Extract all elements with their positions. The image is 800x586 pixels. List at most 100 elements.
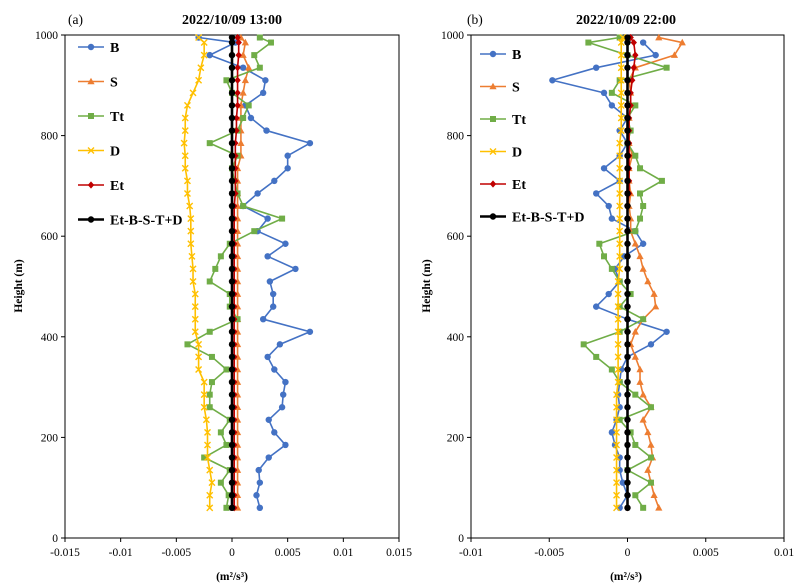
- panel-a-series-d-point: [191, 303, 199, 311]
- panel-a-series-d-point: [200, 403, 208, 411]
- panel-a-series-b-point: [276, 341, 284, 348]
- panel-b-series-d-point: [614, 378, 622, 386]
- panel-b-series-d-point: [619, 34, 627, 42]
- panel-a: (a) 2022/10/09 13:00 Height (m) (m²/s³) …: [13, 12, 412, 583]
- panel-a-series-et-point: [232, 139, 239, 147]
- panel-a-series-tt-point: [267, 39, 274, 46]
- panel-a-series-b-point: [265, 454, 272, 461]
- panel-b-series-b-point: [639, 39, 647, 46]
- panel-b-series-et-b-s-t-d-point: [624, 328, 631, 335]
- panel-a-series-et-b-s-t-d-point: [228, 152, 236, 159]
- panel-b-series-s-point: [639, 415, 647, 423]
- panel-a-series-d-point: [183, 101, 191, 109]
- panel-b-series-d-point: [613, 479, 621, 487]
- panel-b-series-tt-point: [637, 215, 644, 222]
- panel-a-legend-s-label: S: [110, 76, 118, 91]
- panel-b-series-tt-point: [596, 240, 603, 247]
- panel-b-series-et-b-s-t-d-point: [624, 152, 631, 159]
- panel-b-series-tt-point: [632, 228, 639, 235]
- panel-a-series-b-point: [259, 315, 267, 323]
- panel-a-series-tt-point: [206, 404, 213, 411]
- panel-a-series-et-point: [232, 189, 239, 198]
- panel-b-y-tick-label: 400: [447, 332, 465, 344]
- panel-a-series-b-point: [266, 278, 274, 285]
- panel-b-series-tt-point: [640, 316, 647, 323]
- panel-a-series-et-b-s-t-d-point: [228, 89, 236, 97]
- panel-a-series-et-b-s-t-d-point: [228, 278, 236, 285]
- panel-a-x-axis-label: (m²/s³): [216, 571, 248, 583]
- panel-b-y-tick-label: 600: [447, 231, 465, 243]
- panel-a-series-b-point: [282, 378, 289, 386]
- panel-b-series-et-point: [630, 38, 637, 47]
- panel-b-series-et-b-s-t-d-point: [624, 441, 631, 449]
- panel-a-series-b-point: [271, 366, 278, 373]
- panel-a-series-tt-point: [256, 64, 263, 71]
- panel-a-legend-tt-marker: [88, 113, 94, 119]
- panel-a-series-tt-point: [251, 52, 258, 59]
- panel-a-series-d-point: [181, 152, 189, 160]
- panel-b-series-d-point: [613, 491, 621, 499]
- panel-b-series-et-b-s-t-d-point: [624, 77, 631, 84]
- panel-b-series-et-b-s-t-d-point: [624, 114, 631, 122]
- panel-b-series-tt-point: [632, 152, 639, 159]
- panel-b-series-d-point: [617, 51, 625, 59]
- panel-a-series-d-point: [187, 215, 195, 223]
- panel-b-series-et-b-s-t-d-point: [624, 64, 631, 71]
- panel-a-series-et-b-s-t-d-point: [228, 253, 236, 260]
- panel-a-series-tt-point: [206, 278, 213, 285]
- panel-b-series-et-b-s-t-d-point: [624, 341, 631, 348]
- panel-b-series-s-point: [655, 33, 663, 41]
- panel-b-series-d-point: [617, 89, 625, 97]
- panel-a-series-b-point: [278, 404, 286, 411]
- panel-a-series-d-point: [204, 441, 212, 449]
- panel-a-series-tt-point: [201, 454, 208, 461]
- panel-b-series-b-point: [600, 89, 608, 97]
- panel-b-series-et-b-s-t-d-point: [624, 353, 631, 361]
- panel-b-series-tt-point: [647, 454, 654, 461]
- panel-a-series-d-point: [200, 39, 208, 47]
- panel-a-series-et-b-s-t-d-point: [228, 177, 236, 185]
- panel-b-series-d-point: [616, 265, 624, 273]
- panel-b-series-s-point: [636, 365, 644, 373]
- panel-a-legend-d-label: D: [110, 145, 120, 160]
- panel-b-series-s-point: [631, 353, 639, 360]
- panel-b-series-s-point: [644, 428, 652, 436]
- panel-a-series-et-b-s-t-d-point: [228, 466, 236, 474]
- panel-b-series-s-point: [636, 252, 644, 260]
- panel-a-series-et-point: [232, 164, 239, 172]
- panel-b-series-d-point: [616, 252, 624, 260]
- panel-a-series-et-point: [234, 64, 241, 72]
- panel-a-series-et-b-s-t-d-point: [228, 429, 236, 436]
- panel-b-series-et-b-s-t-d-point: [624, 492, 631, 499]
- panel-a-series-et-b-s-t-d-point: [228, 240, 236, 247]
- panel-b-series-b-point: [605, 202, 612, 210]
- panel-b-series-b-point: [608, 215, 616, 222]
- panel-a-series-d-point: [195, 76, 203, 84]
- panel-a-x-tick-label: 0.01: [333, 547, 353, 559]
- panel-a-series-b-point: [262, 77, 269, 84]
- panel-b-series-d-point: [613, 504, 621, 512]
- panel-a-series-b-point: [256, 479, 264, 486]
- panel-b-series-d-point: [617, 39, 625, 47]
- panel-a-series-b-point: [269, 290, 277, 298]
- panel-b-series-s-point: [655, 504, 663, 511]
- panel-a-series-d-point: [189, 277, 197, 285]
- panel-b-x-tick-label: 0.005: [693, 547, 719, 559]
- panel-b-series-d-point: [613, 466, 621, 474]
- panel-a-series-tt-point: [251, 228, 258, 235]
- panel-b-series-b-point: [549, 77, 556, 84]
- panel-a-series-et-b-s-t-d-point: [228, 64, 236, 71]
- panel-a-series-et-point: [233, 126, 240, 135]
- panel-b-series-tt-point: [616, 416, 623, 423]
- panel-b-series-et-b-s-t-d-point: [624, 215, 631, 222]
- panel-b-series-d-point: [613, 391, 621, 399]
- panel-a-series-d-point: [208, 479, 216, 487]
- panel-b-series-et-b-s-t-d-point: [624, 290, 631, 298]
- panel-a-series-et-b-s-t-d-point: [228, 378, 236, 386]
- panel-a-series-et-point: [234, 33, 241, 42]
- panel-b-series-et-b-s-t-d-point: [624, 240, 631, 247]
- panel-b-series-et-b-s-t-d-point: [624, 51, 631, 59]
- panel-a-series-d-point: [183, 177, 191, 185]
- panel-a-series-et-point: [232, 152, 239, 160]
- panel-b-series-s-point: [644, 277, 652, 285]
